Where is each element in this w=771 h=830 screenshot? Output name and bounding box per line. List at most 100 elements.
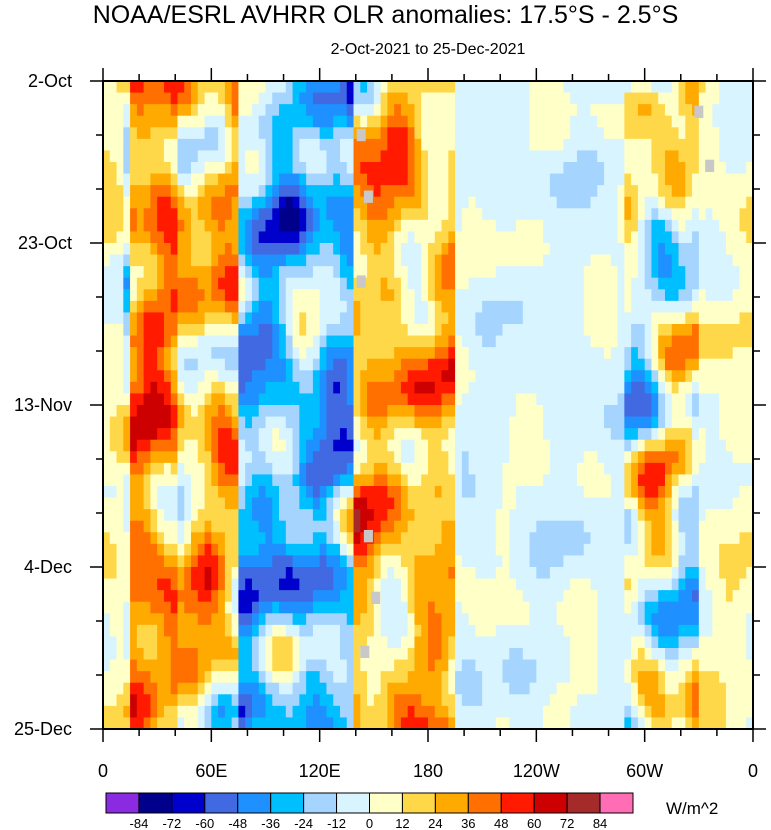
heatmap-cell xyxy=(170,335,179,348)
heatmap-cell xyxy=(664,590,673,603)
heatmap-cell xyxy=(570,671,578,684)
heatmap-cell xyxy=(624,648,632,661)
heatmap-cell xyxy=(488,358,497,371)
heatmap-cell xyxy=(441,162,449,175)
heatmap-cell xyxy=(231,405,240,418)
heatmap-cell xyxy=(265,162,273,175)
heatmap-cell xyxy=(590,162,598,175)
heatmap-cell xyxy=(549,451,558,464)
heatmap-cell xyxy=(380,208,388,221)
heatmap-cell xyxy=(339,636,348,649)
heatmap-cell xyxy=(421,601,429,614)
heatmap-cell xyxy=(597,115,605,128)
heatmap-cell xyxy=(502,520,510,533)
heatmap-cell xyxy=(177,416,185,429)
heatmap-cell xyxy=(434,81,443,94)
heatmap-cell xyxy=(238,555,246,568)
heatmap-cell xyxy=(685,335,693,348)
heatmap-cell xyxy=(739,289,747,302)
heatmap-cell xyxy=(624,543,632,557)
heatmap-cell xyxy=(468,81,476,94)
heatmap-cell xyxy=(211,358,219,371)
heatmap-cell xyxy=(353,462,361,476)
heatmap-cell xyxy=(218,509,226,522)
heatmap-cell xyxy=(245,324,253,337)
heatmap-cell xyxy=(624,300,632,314)
heatmap-cell xyxy=(739,370,747,383)
heatmap-cell xyxy=(312,81,321,94)
heatmap-cell xyxy=(279,324,287,337)
heatmap-cell xyxy=(116,208,124,221)
heatmap-cell xyxy=(664,358,673,371)
heatmap-cell xyxy=(705,185,713,198)
heatmap-cell xyxy=(414,173,422,186)
heatmap-cell xyxy=(103,92,111,105)
heatmap-cell xyxy=(590,115,598,128)
heatmap-cell xyxy=(333,138,341,152)
heatmap-cell xyxy=(712,381,720,395)
heatmap-cell xyxy=(319,428,328,441)
heatmap-cell xyxy=(556,555,565,568)
heatmap-cell xyxy=(367,474,375,487)
heatmap-cell xyxy=(468,601,476,614)
heatmap-cell xyxy=(644,266,653,279)
heatmap-cell xyxy=(279,451,287,464)
heatmap-cell xyxy=(428,370,436,383)
heatmap-cell xyxy=(570,451,578,464)
heatmap-cell xyxy=(631,405,639,418)
heatmap-cell xyxy=(326,624,334,638)
heatmap-cell xyxy=(103,312,111,325)
heatmap-cell xyxy=(285,347,294,360)
heatmap-cell xyxy=(204,358,212,371)
heatmap-cell xyxy=(671,474,680,487)
heatmap-cell xyxy=(448,358,456,371)
heatmap-cell xyxy=(292,138,300,152)
heatmap-cell xyxy=(556,208,565,221)
heatmap-cell xyxy=(218,520,226,533)
heatmap-cell xyxy=(136,428,145,441)
heatmap-cell xyxy=(285,428,294,441)
heatmap-cell xyxy=(123,613,131,626)
heatmap-cell xyxy=(184,613,192,626)
heatmap-cell xyxy=(732,648,741,661)
heatmap-cell xyxy=(211,428,219,441)
heatmap-cell xyxy=(116,254,124,267)
heatmap-cell xyxy=(441,381,449,395)
heatmap-cell xyxy=(103,208,111,221)
heatmap-cell xyxy=(333,578,341,591)
heatmap-cell xyxy=(299,405,307,418)
heatmap-cell xyxy=(651,486,659,499)
heatmap-cell xyxy=(434,277,443,290)
heatmap-cell xyxy=(394,358,402,371)
heatmap-cell xyxy=(509,219,517,233)
heatmap-cell xyxy=(495,636,504,649)
heatmap-cell xyxy=(563,601,571,614)
heatmap-cell xyxy=(136,613,145,626)
heatmap-cell xyxy=(150,127,158,140)
heatmap-cell xyxy=(204,81,212,94)
heatmap-cell xyxy=(265,648,273,661)
heatmap-cell xyxy=(448,648,456,661)
heatmap-cell xyxy=(461,324,470,337)
heatmap-cell xyxy=(143,289,151,302)
heatmap-cell xyxy=(285,81,294,94)
heatmap-cell xyxy=(319,231,328,244)
heatmap-cell xyxy=(698,393,707,406)
heatmap-cell xyxy=(516,335,524,348)
heatmap-cell xyxy=(123,648,131,661)
heatmap-cell xyxy=(441,104,449,117)
heatmap-cell xyxy=(367,208,375,221)
heatmap-cell xyxy=(516,138,524,152)
heatmap-cell xyxy=(373,497,382,510)
heatmap-cell xyxy=(543,636,551,649)
heatmap-cell xyxy=(184,185,192,198)
heatmap-cell xyxy=(725,451,734,464)
heatmap-cell xyxy=(204,555,212,568)
heatmap-cell xyxy=(414,671,422,684)
heatmap-cell xyxy=(367,173,375,186)
heatmap-cell xyxy=(299,532,307,545)
heatmap-field xyxy=(103,81,753,729)
heatmap-cell xyxy=(434,590,443,603)
heatmap-cell xyxy=(549,335,558,348)
heatmap-cell xyxy=(326,312,334,325)
